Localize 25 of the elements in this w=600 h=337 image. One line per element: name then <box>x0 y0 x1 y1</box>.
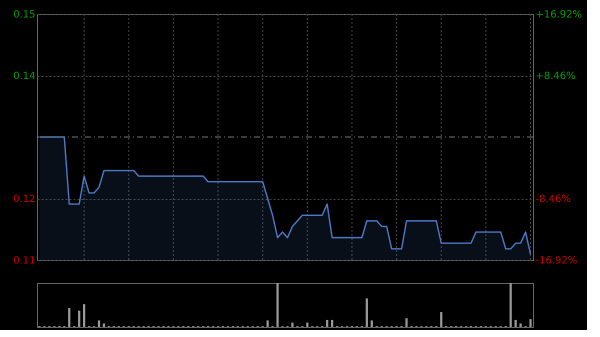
bar <box>326 320 328 327</box>
bar <box>306 322 308 327</box>
bar <box>519 323 522 327</box>
bar <box>510 283 512 327</box>
y-tick-label: 0.15 <box>13 10 36 20</box>
y-tick-label: 0.11 <box>13 256 36 266</box>
bar <box>266 320 269 327</box>
bar <box>370 320 373 327</box>
y2-tick-label: -8.46% <box>536 194 571 205</box>
bar <box>440 312 442 327</box>
bar <box>291 322 294 327</box>
bar <box>514 320 517 327</box>
bar <box>102 323 106 327</box>
y2-tick-label: -16.92% <box>536 256 578 266</box>
bar <box>78 310 80 327</box>
y2-tick-label: +16.92% <box>536 10 582 20</box>
bar <box>529 319 532 327</box>
bar <box>83 304 86 327</box>
bar <box>366 298 368 327</box>
bar <box>68 308 70 327</box>
y-tick-label: 0.12 <box>13 194 36 205</box>
bar <box>276 283 279 327</box>
bar <box>405 318 408 327</box>
y-tick-label: 0.14 <box>13 71 36 82</box>
y2-tick-label: +8.46% <box>536 71 576 82</box>
